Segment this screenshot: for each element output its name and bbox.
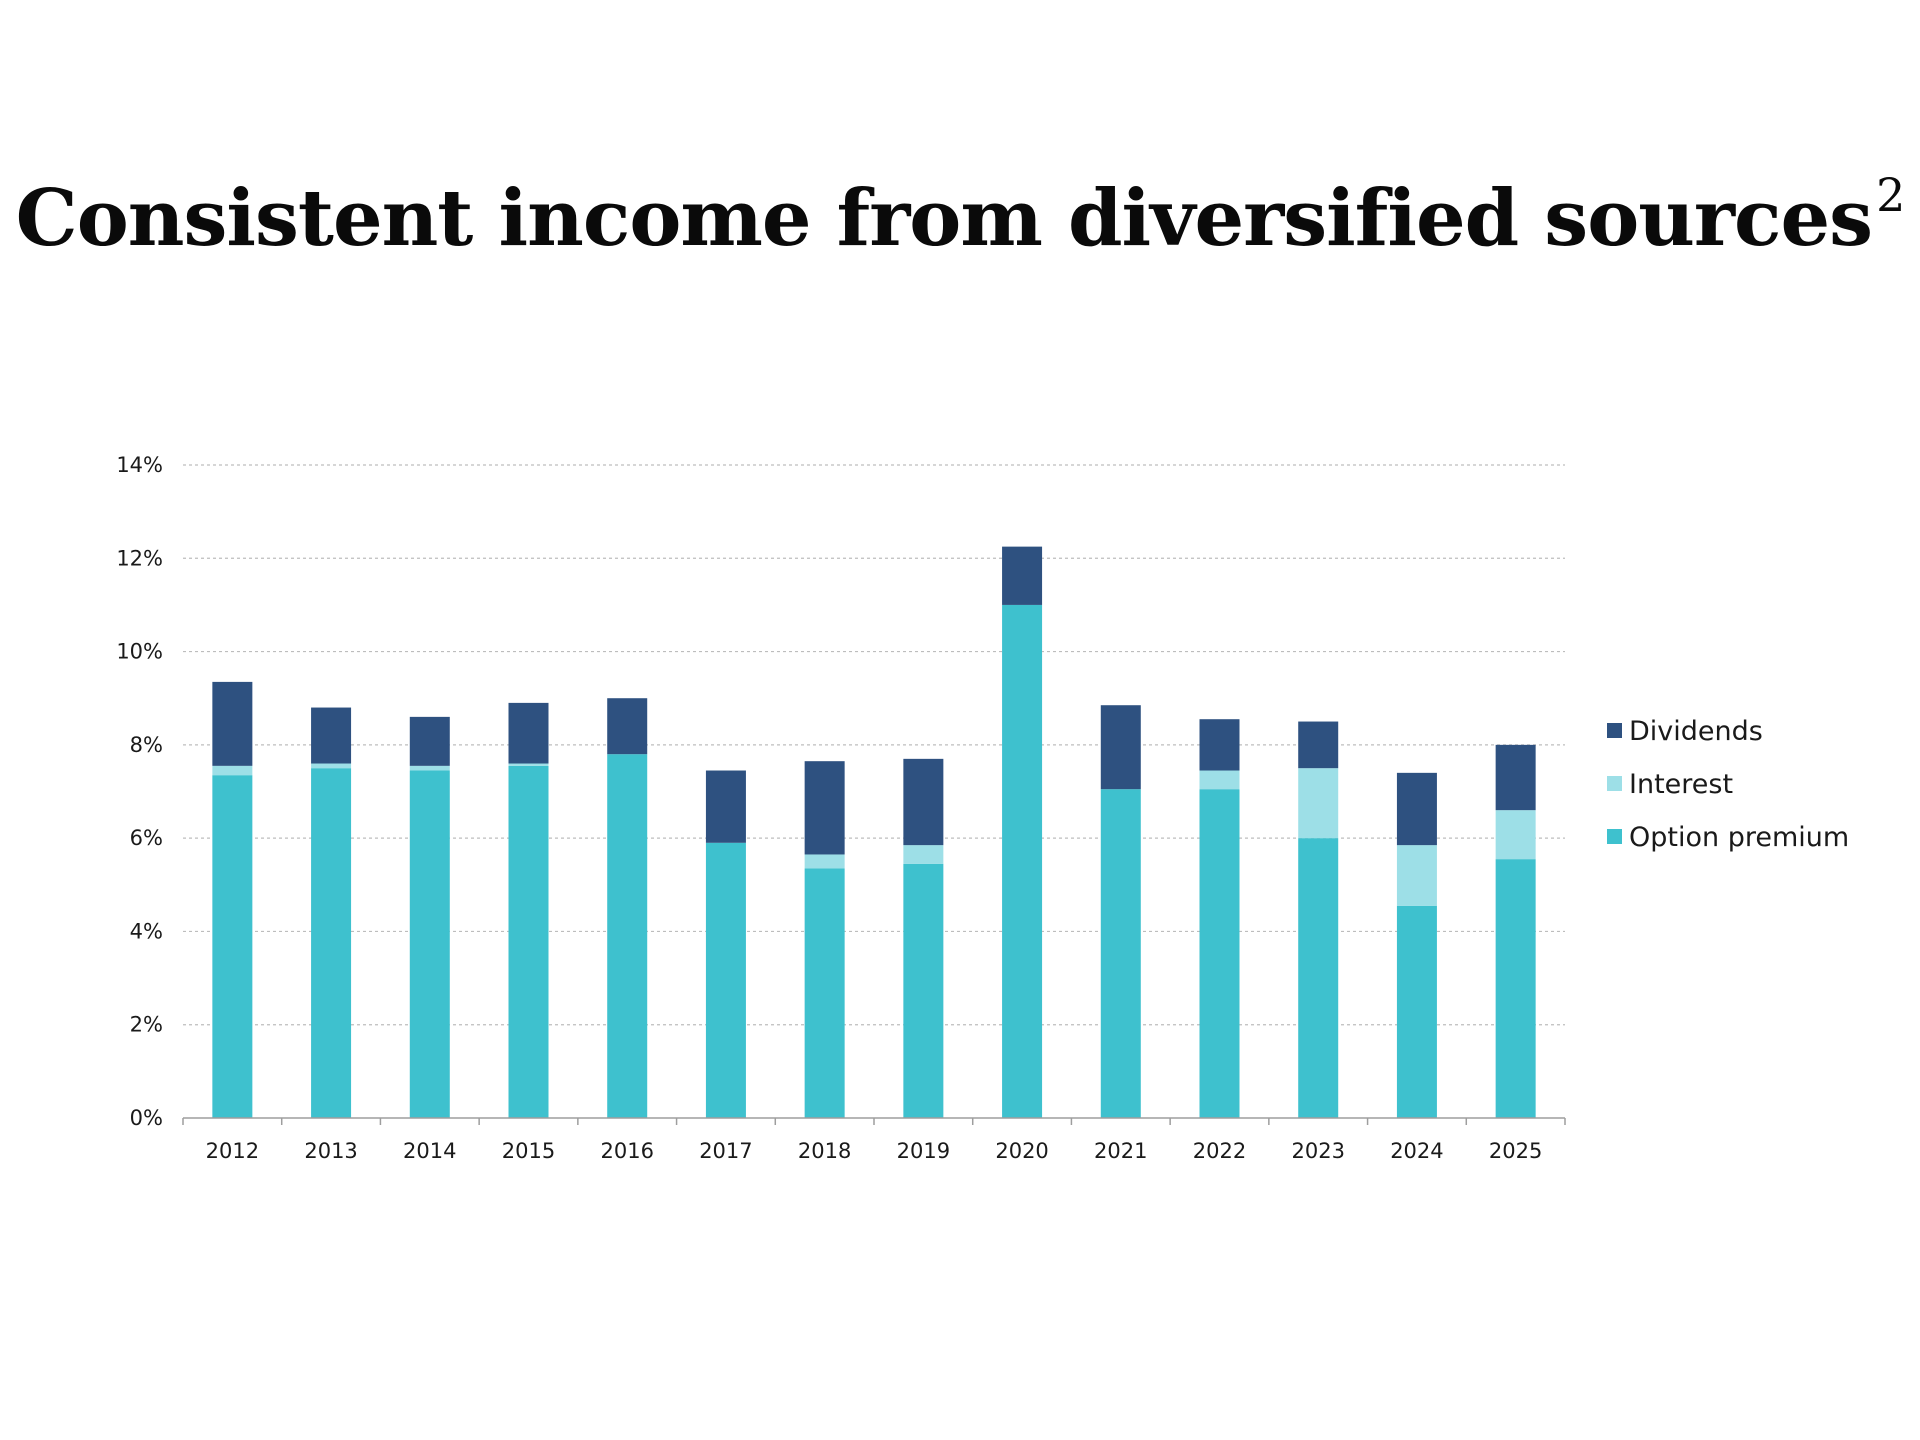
legend-swatch	[1607, 776, 1622, 791]
y-tick-label: 2%	[130, 1013, 163, 1037]
x-tick-label: 2022	[1193, 1139, 1246, 1163]
bar-interest-2024	[1396, 845, 1437, 906]
bar-option-premium-2020	[1002, 604, 1043, 1118]
bar-dividends-2012	[212, 681, 253, 766]
y-tick-label: 0%	[130, 1106, 163, 1130]
bar-dividends-2017	[705, 770, 746, 843]
bar-option-premium-2015	[508, 765, 549, 1118]
bar-option-premium-2012	[212, 775, 253, 1118]
bar-dividends-2019	[903, 758, 944, 846]
x-tick-label: 2018	[798, 1139, 851, 1163]
x-tick-label: 2025	[1489, 1139, 1542, 1163]
x-tick-label: 2016	[600, 1139, 653, 1163]
x-tick-label: 2014	[403, 1139, 456, 1163]
x-tick-label: 2017	[699, 1139, 752, 1163]
bar-interest-2014	[409, 765, 450, 771]
bar-interest-2022	[1199, 770, 1240, 790]
bar-dividends-2024	[1396, 772, 1437, 846]
x-tick-label: 2023	[1291, 1139, 1344, 1163]
bar-dividends-2025	[1495, 744, 1536, 811]
y-tick-label: 14%	[116, 453, 163, 477]
axes: 0% 2% 4% 6% 8% 10% 12% 14% 2012 2013 2014 2015 2016 2…	[116, 453, 1566, 1163]
chart-title-text: Consistent income from diversified sourc…	[15, 173, 1873, 264]
bar-interest-2018	[804, 854, 845, 869]
bar-option-premium-2023	[1298, 838, 1339, 1118]
bar-option-premium-2014	[409, 770, 450, 1118]
legend-label: Option premium	[1629, 822, 1849, 853]
bar-interest-2019	[903, 845, 944, 864]
bar-option-premium-2025	[1495, 859, 1536, 1118]
bar-option-premium-2022	[1199, 789, 1240, 1118]
y-tick-label: 8%	[130, 733, 163, 757]
y-tick-label: 12%	[116, 546, 163, 570]
legend: Dividends Interest Option premium	[1607, 716, 1849, 853]
bar-dividends-2021	[1100, 705, 1141, 790]
bar-interest-2013	[311, 763, 352, 769]
bar-dividends-2015	[508, 702, 549, 764]
y-tick-label: 4%	[130, 919, 163, 943]
bar-interest-2023	[1298, 768, 1339, 839]
bar-option-premium-2017	[705, 842, 746, 1118]
x-tick-label: 2021	[1094, 1139, 1147, 1163]
x-tick-label: 2019	[897, 1139, 950, 1163]
bar-dividends-2016	[607, 698, 648, 755]
bar-dividends-2018	[804, 761, 845, 855]
x-tick-label: 2013	[304, 1139, 357, 1163]
bars	[212, 546, 1536, 1118]
bar-dividends-2014	[409, 716, 450, 766]
bar-option-premium-2021	[1100, 789, 1141, 1118]
gridlines	[183, 464, 1565, 1026]
y-tick-label: 6%	[130, 826, 163, 850]
title-footnote-marker: 2	[1876, 168, 1905, 222]
bar-dividends-2013	[311, 707, 352, 764]
bar-dividends-2023	[1298, 721, 1339, 769]
bar-option-premium-2016	[607, 754, 648, 1118]
bar-interest-2015	[508, 763, 549, 766]
bar-option-premium-2018	[804, 868, 845, 1118]
bar-dividends-2022	[1199, 719, 1240, 771]
bar-option-premium-2013	[311, 768, 352, 1118]
x-tick-label: 2020	[995, 1139, 1048, 1163]
legend-label: Interest	[1629, 769, 1733, 800]
legend-label: Dividends	[1629, 716, 1763, 747]
x-tick-label: 2012	[206, 1139, 259, 1163]
bar-interest-2012	[212, 765, 253, 776]
legend-swatch	[1607, 723, 1622, 738]
x-tick-label: 2024	[1390, 1139, 1443, 1163]
bar-interest-2025	[1495, 810, 1536, 860]
x-tick-label: 2015	[502, 1139, 555, 1163]
bar-option-premium-2024	[1396, 905, 1437, 1118]
chart-title: Consistent income from diversified sourc…	[0, 168, 1920, 264]
legend-swatch	[1607, 829, 1622, 844]
bar-dividends-2020	[1002, 546, 1043, 605]
bar-option-premium-2019	[903, 863, 944, 1118]
y-tick-label: 10%	[116, 640, 163, 664]
